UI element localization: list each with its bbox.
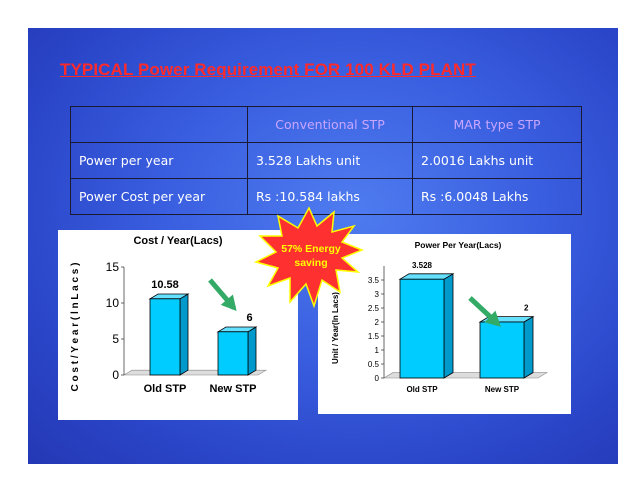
y-tick-label: 1.5 <box>368 332 380 341</box>
y-tick-label: 2.5 <box>368 304 380 313</box>
y-tick-label: 5 <box>112 332 119 346</box>
y-tick-label: 0.5 <box>368 360 380 369</box>
bar-side <box>523 315 534 379</box>
data-label: 6 <box>246 312 252 324</box>
data-label: 3.528 <box>412 261 433 270</box>
bar-top <box>398 273 455 280</box>
energy-saving-callout: 57% Energy saving <box>254 206 364 309</box>
power-chart-panel: Power Per Year(Lacs) Unit / Year(ln Lacs… <box>318 234 571 414</box>
y-tick-label: 3.5 <box>368 276 380 285</box>
x-category-label: Old STP <box>406 385 438 394</box>
power-bar-chart: Power Per Year(Lacs) Unit / Year(ln Lacs… <box>331 240 549 394</box>
bar <box>479 321 525 379</box>
y-tick-label: 15 <box>106 260 120 274</box>
chart-title: Cost / Year(Lacs) <box>133 235 222 247</box>
trend-arrow-head <box>484 310 501 327</box>
table-header-cell <box>70 106 248 143</box>
bar-side <box>247 326 257 376</box>
table-cell: Power Cost per year <box>70 178 248 215</box>
table-header-row: Conventional STP MAR type STP <box>70 106 582 143</box>
data-label: 10.58 <box>151 279 179 291</box>
callout-line-1: 57% Energy <box>281 243 341 255</box>
chart-title: Power Per Year(Lacs) <box>415 240 502 250</box>
y-axis-label: Unit / Year(ln Lacs) <box>331 292 340 364</box>
table-cell: Rs :10.584 lakhs <box>247 178 413 215</box>
trend-arrow-head <box>220 294 237 312</box>
bar <box>399 278 445 379</box>
table-cell: 2.0016 Lakhs unit <box>412 142 582 179</box>
x-category-label: New STP <box>485 385 520 394</box>
table-header-cell: Conventional STP <box>247 106 413 143</box>
bar <box>217 331 249 376</box>
table-row: Power per year 3.528 Lakhs unit 2.0016 L… <box>70 142 582 179</box>
table-row: Power Cost per year Rs :10.584 lakhs Rs … <box>70 178 582 215</box>
bar-side <box>179 293 189 376</box>
slide-title: TYPICAL Power Requirement FOR 100 KLD PL… <box>60 60 476 79</box>
y-tick-label: 10 <box>106 296 120 310</box>
table-cell: 3.528 Lakhs unit <box>247 142 413 179</box>
y-tick-label: 1 <box>375 346 380 355</box>
y-tick-label: 2 <box>375 318 380 327</box>
data-label: 2 <box>524 304 529 313</box>
starburst-shape <box>254 206 364 309</box>
table-cell: Rs :6.0048 Lakhs <box>412 178 582 215</box>
slide-background: TYPICAL Power Requirement FOR 100 KLD PL… <box>28 28 618 464</box>
cost-bar-chart: Cost / Year(Lacs) C o s t / Y e a r ( l … <box>70 235 268 395</box>
bar-side <box>443 273 454 379</box>
x-category-label: Old STP <box>144 383 187 395</box>
x-category-label: New STP <box>209 383 256 395</box>
y-tick-label: 0 <box>112 368 119 382</box>
power-comparison-table: Conventional STP MAR type STP Power per … <box>70 106 582 215</box>
y-tick-label: 3 <box>375 290 380 299</box>
table-header-cell: MAR type STP <box>412 106 582 143</box>
y-axis-label: C o s t / Y e a r ( l n L a c s ) <box>70 263 81 392</box>
callout-line-2: saving <box>294 257 327 269</box>
y-tick-label: 0 <box>375 374 380 383</box>
table-cell: Power per year <box>70 142 248 179</box>
bar <box>149 298 181 376</box>
